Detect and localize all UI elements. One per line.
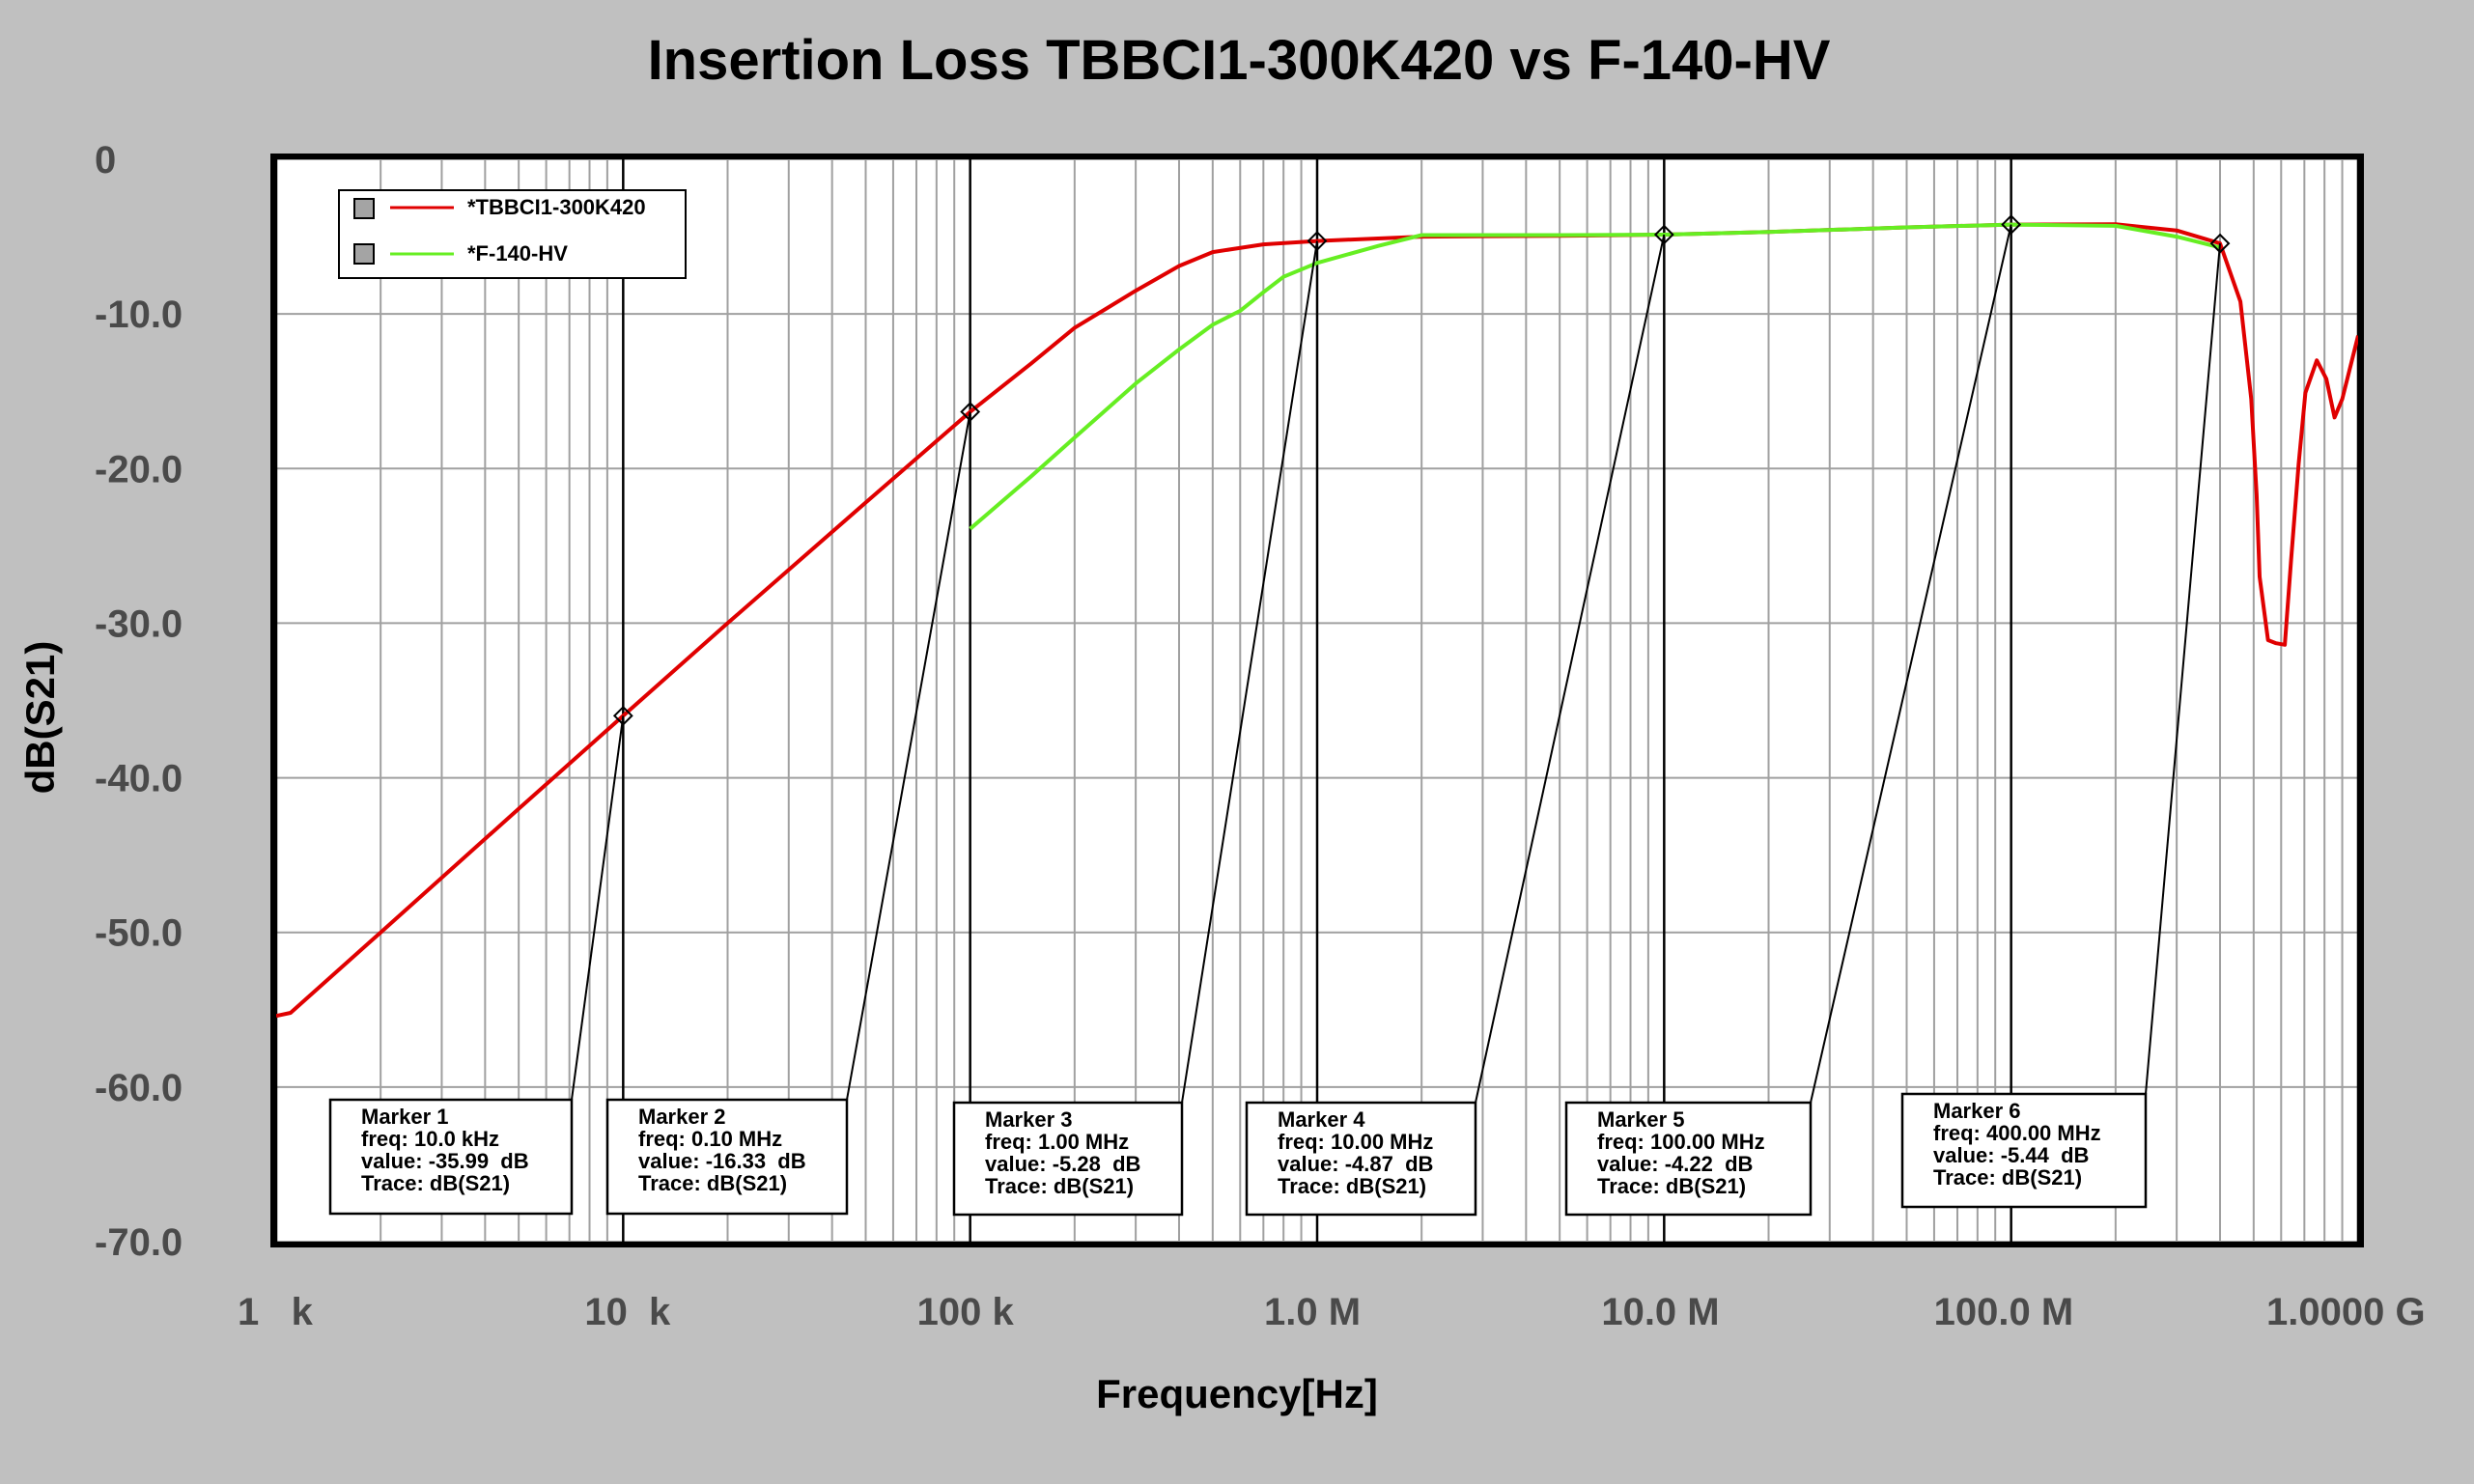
marker-leader-line bbox=[846, 411, 971, 1101]
series-layer bbox=[275, 222, 2360, 1019]
marker-freq: freq: 1.00 MHz bbox=[985, 1130, 1129, 1154]
marker-title: Marker 4 bbox=[1278, 1107, 1365, 1132]
x-tick-label: 100.0 M bbox=[1934, 1291, 2074, 1333]
x-tick-label: 10 k bbox=[584, 1291, 671, 1333]
marker-trace: Trace: dB(S21) bbox=[1278, 1174, 1426, 1198]
marker-title: Marker 1 bbox=[361, 1105, 449, 1129]
x-tick-label: 1 k bbox=[238, 1291, 314, 1333]
y-tick-label: -40.0 bbox=[95, 758, 183, 800]
marker-freq: freq: 400.00 MHz bbox=[1933, 1121, 2101, 1145]
marker-title: Marker 3 bbox=[985, 1107, 1073, 1132]
marker-freq: freq: 0.10 MHz bbox=[638, 1127, 782, 1151]
y-axis-ticks: 0 -10.0 -20.0 -30.0 -40.0 -50.0 -60.0 -70.0 bbox=[95, 139, 183, 1264]
marker-value: value: -4.22 dB bbox=[1597, 1152, 1753, 1176]
marker-title: Marker 2 bbox=[638, 1105, 726, 1129]
legend-swatch-1[interactable] bbox=[353, 198, 375, 219]
legend-label-1: *TBBCI1-300K420 bbox=[467, 195, 646, 219]
marker-leaders bbox=[571, 224, 2222, 1104]
minor-gridlines bbox=[276, 158, 2358, 1243]
x-axis-label: Frequency[Hz] bbox=[1096, 1371, 1378, 1416]
legend-swatch-2[interactable] bbox=[353, 243, 375, 265]
marker-title: Marker 6 bbox=[1933, 1099, 2021, 1123]
marker-leader-line bbox=[2145, 243, 2222, 1095]
marker-leader-line bbox=[1475, 234, 1666, 1104]
marker-value: value: -35.99 dB bbox=[361, 1149, 529, 1173]
marker-box-frame bbox=[605, 1098, 849, 1216]
marker-diamond-1[interactable] bbox=[612, 705, 633, 726]
x-tick-label: 1.0 M bbox=[1264, 1291, 1361, 1333]
x-tick-label: 1.0000 G bbox=[2266, 1291, 2426, 1333]
x-tick-label: 10.0 M bbox=[1601, 1291, 1719, 1333]
marker-leader-line bbox=[571, 715, 625, 1101]
legend-box bbox=[338, 189, 687, 279]
marker-diamond-4[interactable] bbox=[1653, 224, 1674, 245]
x-tick-label: 100 k bbox=[917, 1291, 1015, 1333]
marker-diamond-5[interactable] bbox=[2001, 214, 2022, 235]
marker-value: value: -5.28 dB bbox=[985, 1152, 1140, 1176]
marker-box-frame bbox=[1564, 1101, 1813, 1217]
y-tick-label: -70.0 bbox=[95, 1221, 183, 1264]
marker-trace: Trace: dB(S21) bbox=[361, 1171, 510, 1195]
marker-diamond-3[interactable] bbox=[1307, 231, 1328, 251]
marker-value: value: -5.44 dB bbox=[1933, 1143, 2089, 1167]
x-axis-ticks: 1 k 10 k 100 k 1.0 M 10.0 M 100.0 M 1.0000 G bbox=[238, 1291, 2426, 1333]
chart-title: Insertion Loss TBBCI1-300K420 vs F-140-H… bbox=[648, 29, 1831, 92]
marker-leader-line bbox=[1810, 224, 2012, 1104]
marker-freq: freq: 10.00 MHz bbox=[1278, 1130, 1433, 1154]
y-tick-label: -60.0 bbox=[95, 1067, 183, 1109]
marker-box-frame bbox=[952, 1101, 1184, 1217]
marker-freq: freq: 100.00 MHz bbox=[1597, 1130, 1765, 1154]
y-tick-label: -10.0 bbox=[95, 294, 183, 336]
marker-trace: Trace: dB(S21) bbox=[1597, 1174, 1746, 1198]
marker-diamond-2[interactable] bbox=[960, 402, 981, 422]
marker-trace: Trace: dB(S21) bbox=[1933, 1165, 2082, 1190]
marker-trace: Trace: dB(S21) bbox=[638, 1171, 787, 1195]
marker-trace: Trace: dB(S21) bbox=[985, 1174, 1134, 1198]
marker-leader-line bbox=[1181, 240, 1318, 1104]
y-tick-label: 0 bbox=[95, 139, 116, 182]
series-line-2 bbox=[969, 222, 2221, 531]
y-axis-label: dB(S21) bbox=[17, 641, 63, 795]
y-tick-label: -50.0 bbox=[95, 912, 183, 955]
marker-diamond-6[interactable] bbox=[2209, 233, 2231, 254]
legend-label-2: *F-140-HV bbox=[467, 241, 568, 266]
marker-value: value: -4.87 dB bbox=[1278, 1152, 1433, 1176]
marker-freq: freq: 10.0 kHz bbox=[361, 1127, 499, 1151]
legend: *TBBCI1-300K420 *F-140-HV bbox=[338, 189, 687, 279]
marker-box-frame bbox=[1900, 1092, 2148, 1209]
marker-value: value: -16.33 dB bbox=[638, 1149, 806, 1173]
marker-title: Marker 5 bbox=[1597, 1107, 1685, 1132]
marker-box-frame bbox=[328, 1098, 574, 1216]
y-tick-label: -30.0 bbox=[95, 602, 183, 645]
marker-box-frame bbox=[1245, 1101, 1477, 1217]
plot-border bbox=[270, 154, 2364, 1247]
y-tick-label: -20.0 bbox=[95, 448, 183, 490]
